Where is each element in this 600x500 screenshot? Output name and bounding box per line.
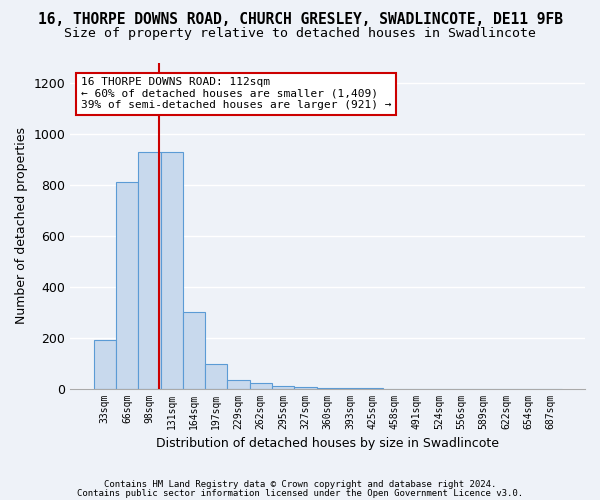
Bar (250, 384, 272, 388)
X-axis label: Distribution of detached houses by size in Swadlincote: Distribution of detached houses by size … (156, 437, 499, 450)
Bar (183, 312, 205, 388)
Bar (161, 152, 183, 388)
Text: 16, THORPE DOWNS ROAD, CHURCH GRESLEY, SWADLINCOTE, DE11 9FB: 16, THORPE DOWNS ROAD, CHURCH GRESLEY, S… (37, 12, 563, 28)
Bar (205, 364, 227, 388)
Bar (227, 380, 250, 388)
Bar (116, 182, 138, 388)
Text: 16 THORPE DOWNS ROAD: 112sqm
← 60% of detached houses are smaller (1,409)
39% of: 16 THORPE DOWNS ROAD: 112sqm ← 60% of de… (80, 77, 391, 110)
Text: Size of property relative to detached houses in Swadlincote: Size of property relative to detached ho… (64, 28, 536, 40)
Text: Contains public sector information licensed under the Open Government Licence v3: Contains public sector information licen… (77, 489, 523, 498)
Bar (94, 340, 116, 388)
Text: Contains HM Land Registry data © Crown copyright and database right 2024.: Contains HM Land Registry data © Crown c… (104, 480, 496, 489)
Bar (138, 152, 161, 388)
Y-axis label: Number of detached properties: Number of detached properties (15, 127, 28, 324)
Bar (272, 386, 294, 388)
